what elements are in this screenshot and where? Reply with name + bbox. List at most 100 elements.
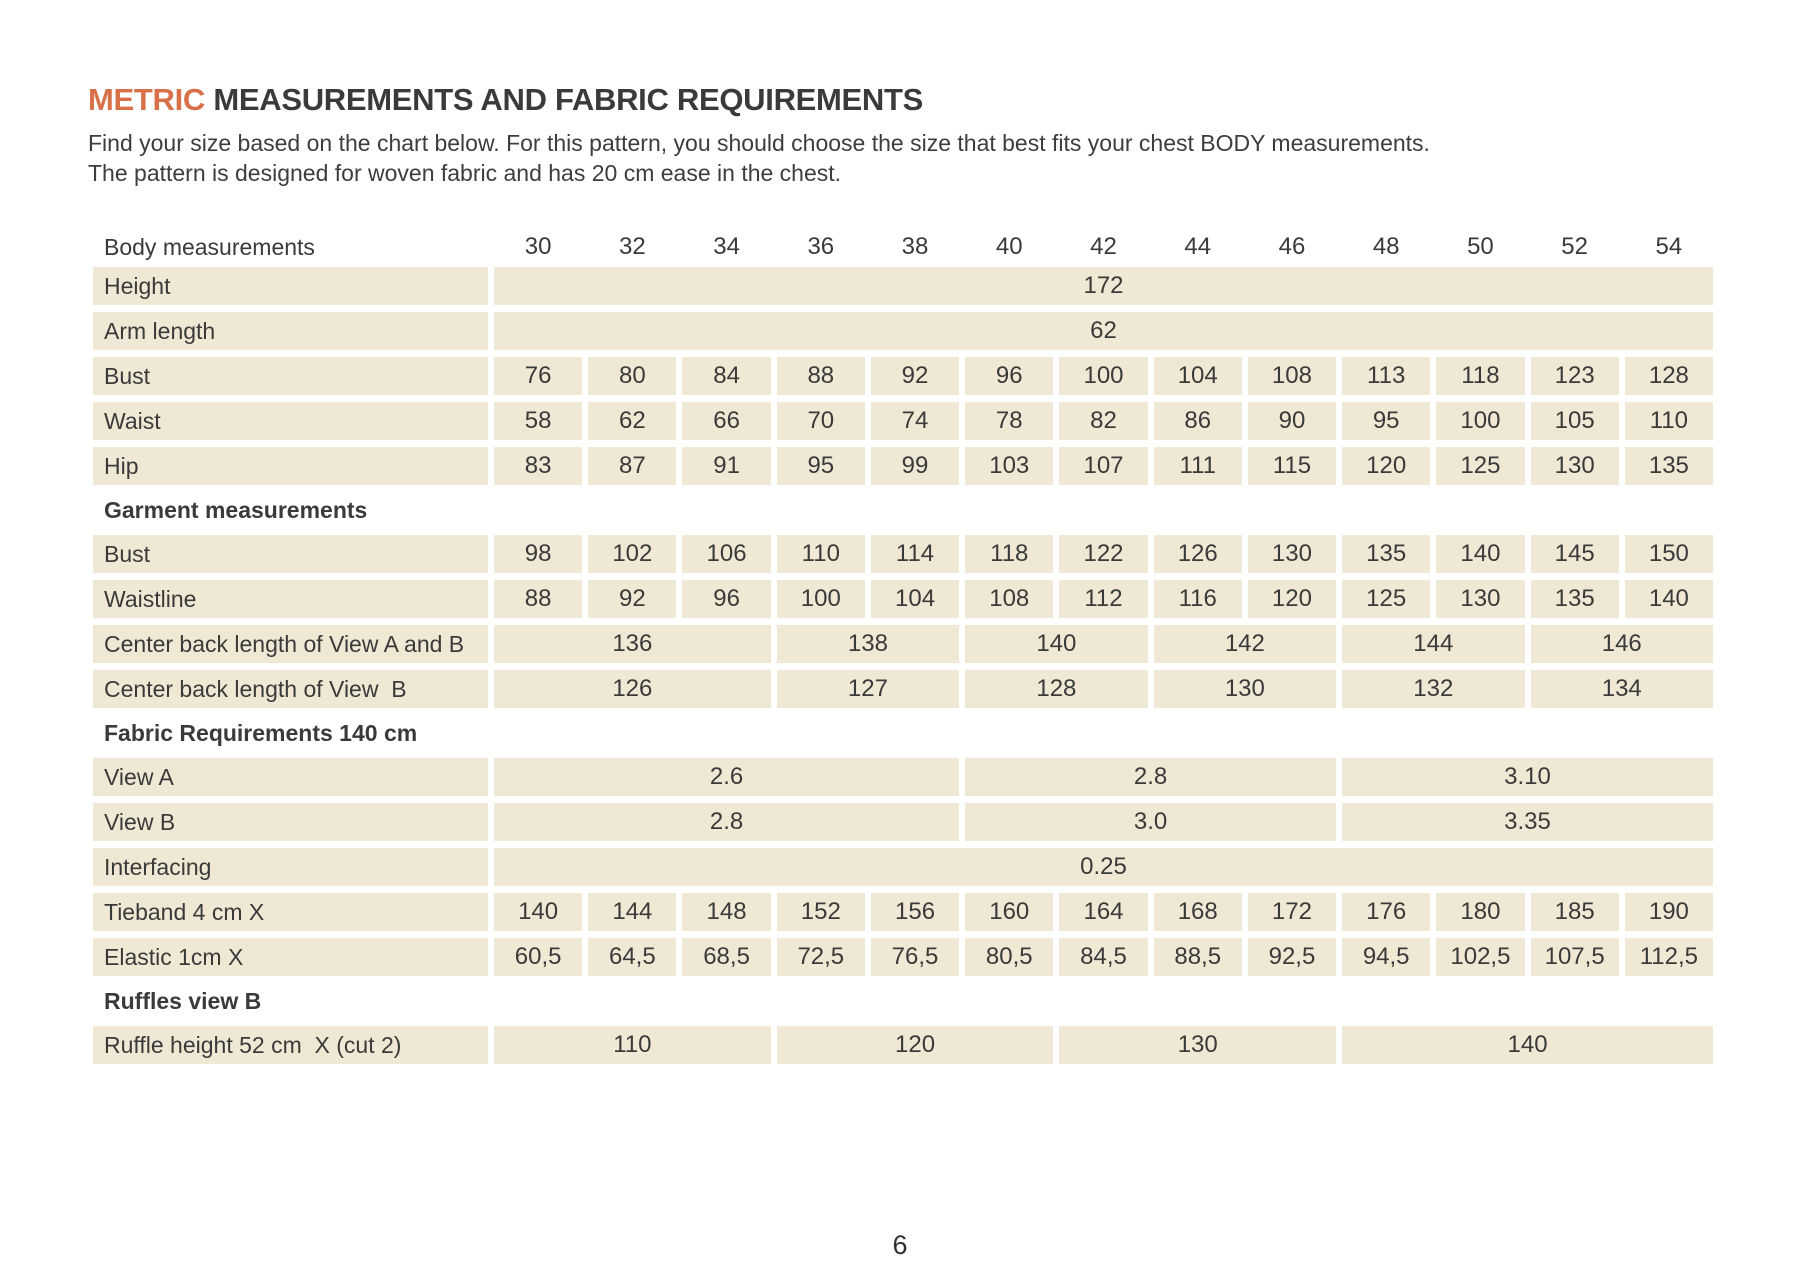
size-column-header: 44	[1184, 233, 1212, 260]
value-cell: 96	[965, 357, 1054, 395]
intro-line-2: The pattern is designed for woven fabric…	[88, 160, 842, 186]
page-title: METRIC MEASUREMENTS AND FABRIC REQUIREME…	[88, 82, 1728, 118]
row-label: Bust	[93, 357, 488, 395]
value-cell: 128	[1624, 357, 1713, 395]
value-cell: 150	[1624, 535, 1713, 573]
value-cell: 125	[1342, 580, 1431, 618]
value-cell: 100	[1436, 402, 1525, 440]
size-column-header: 34	[713, 233, 740, 260]
value-cell: 130	[1436, 580, 1525, 618]
value-cell: 112,5	[1624, 938, 1713, 976]
value-cell: 144	[588, 893, 677, 931]
header-block: METRIC MEASUREMENTS AND FABRIC REQUIREME…	[88, 82, 1728, 188]
value-cell: 118	[1436, 357, 1525, 395]
value-cell: 126	[494, 670, 771, 708]
value-cell: 62	[588, 402, 677, 440]
value-cell: 58	[494, 402, 583, 440]
intro-text: Find your size based on the chart below.…	[88, 128, 1728, 188]
value-cell: 136	[494, 625, 771, 663]
value-cell: 135	[1342, 535, 1431, 573]
row-label: Tieband 4 cm X	[93, 893, 488, 931]
value-cell: 135	[1624, 447, 1713, 485]
value-cell: 148	[682, 893, 771, 931]
value-cell: 110	[494, 1026, 771, 1064]
row-label: Interfacing	[93, 848, 488, 886]
value-cell: 91	[682, 447, 771, 485]
value-cell: 140	[965, 625, 1148, 663]
value-cell: 83	[494, 447, 583, 485]
value-cell: 130	[1247, 535, 1337, 573]
value-cell: 125	[1436, 447, 1525, 485]
size-column-header: 32	[618, 233, 646, 260]
section-header: Garment measurements	[104, 496, 368, 523]
value-cell: 168	[1153, 893, 1242, 931]
size-column-header: 30	[524, 233, 552, 260]
value-cell: 95	[1342, 402, 1431, 440]
value-cell: 176	[1342, 893, 1431, 931]
value-cell: 100	[776, 580, 865, 618]
value-cell: 88	[494, 580, 583, 618]
value-cell: 80	[588, 357, 677, 395]
value-cell: 87	[588, 447, 677, 485]
size-column-header: 48	[1372, 233, 1400, 260]
value-cell: 118	[965, 535, 1054, 573]
value-cell: 128	[965, 670, 1148, 708]
row-label: Hip	[93, 447, 488, 485]
value-cell: 112	[1059, 580, 1148, 618]
value-cell: 0.25	[494, 848, 1713, 886]
value-cell: 130	[1153, 670, 1337, 708]
value-cell: 92	[870, 357, 960, 395]
value-cell: 76	[494, 357, 583, 395]
intro-line-1: Find your size based on the chart below.…	[88, 130, 1430, 156]
value-cell: 88	[776, 357, 865, 395]
value-cell: 108	[965, 580, 1054, 618]
row-label: Elastic 1cm X	[93, 938, 488, 976]
value-cell: 108	[1247, 357, 1337, 395]
value-cell: 100	[1059, 357, 1148, 395]
value-cell: 90	[1247, 402, 1337, 440]
value-cell: 107	[1059, 447, 1148, 485]
value-cell: 135	[1530, 580, 1619, 618]
row-label: View B	[93, 803, 488, 841]
row-label: Height	[93, 267, 488, 305]
value-cell: 120	[1247, 580, 1337, 618]
value-cell: 84,5	[1059, 938, 1148, 976]
value-cell: 86	[1153, 402, 1242, 440]
value-cell: 140	[1342, 1026, 1713, 1064]
size-column-header: 46	[1278, 233, 1306, 260]
value-cell: 3.0	[965, 803, 1337, 841]
value-cell: 122	[1059, 535, 1148, 573]
value-cell: 172	[494, 267, 1713, 305]
value-cell: 88,5	[1153, 938, 1242, 976]
value-cell: 104	[870, 580, 960, 618]
value-cell: 172	[1247, 893, 1337, 931]
value-cell: 66	[682, 402, 771, 440]
value-cell: 130	[1530, 447, 1619, 485]
value-cell: 2.8	[965, 758, 1337, 796]
value-cell: 105	[1530, 402, 1619, 440]
size-column-header: 54	[1655, 233, 1683, 260]
value-cell: 70	[776, 402, 865, 440]
value-cell: 80,5	[965, 938, 1054, 976]
value-cell: 144	[1342, 625, 1525, 663]
value-cell: 152	[776, 893, 865, 931]
value-cell: 2.6	[494, 758, 960, 796]
page-number: 6	[892, 1230, 908, 1260]
value-cell: 98	[494, 535, 583, 573]
value-cell: 134	[1530, 670, 1713, 708]
table-header-label: Body measurements	[104, 234, 315, 260]
size-table: Body measurements 30 32 34 36 38 40 42 44 46 48 50 5…	[93, 234, 1713, 1064]
value-cell: 146	[1530, 625, 1713, 663]
value-cell: 72,5	[776, 938, 865, 976]
value-cell: 132	[1342, 670, 1525, 708]
row-label: Waist	[93, 402, 488, 440]
title-accent: METRIC	[88, 82, 206, 117]
value-cell: 123	[1530, 357, 1619, 395]
value-cell: 160	[965, 893, 1054, 931]
value-cell: 3.10	[1342, 758, 1713, 796]
value-cell: 78	[965, 402, 1054, 440]
section-header: Ruffles view B	[104, 987, 262, 1014]
value-cell: 110	[776, 535, 865, 573]
value-cell: 95	[776, 447, 865, 485]
value-cell: 82	[1059, 402, 1148, 440]
